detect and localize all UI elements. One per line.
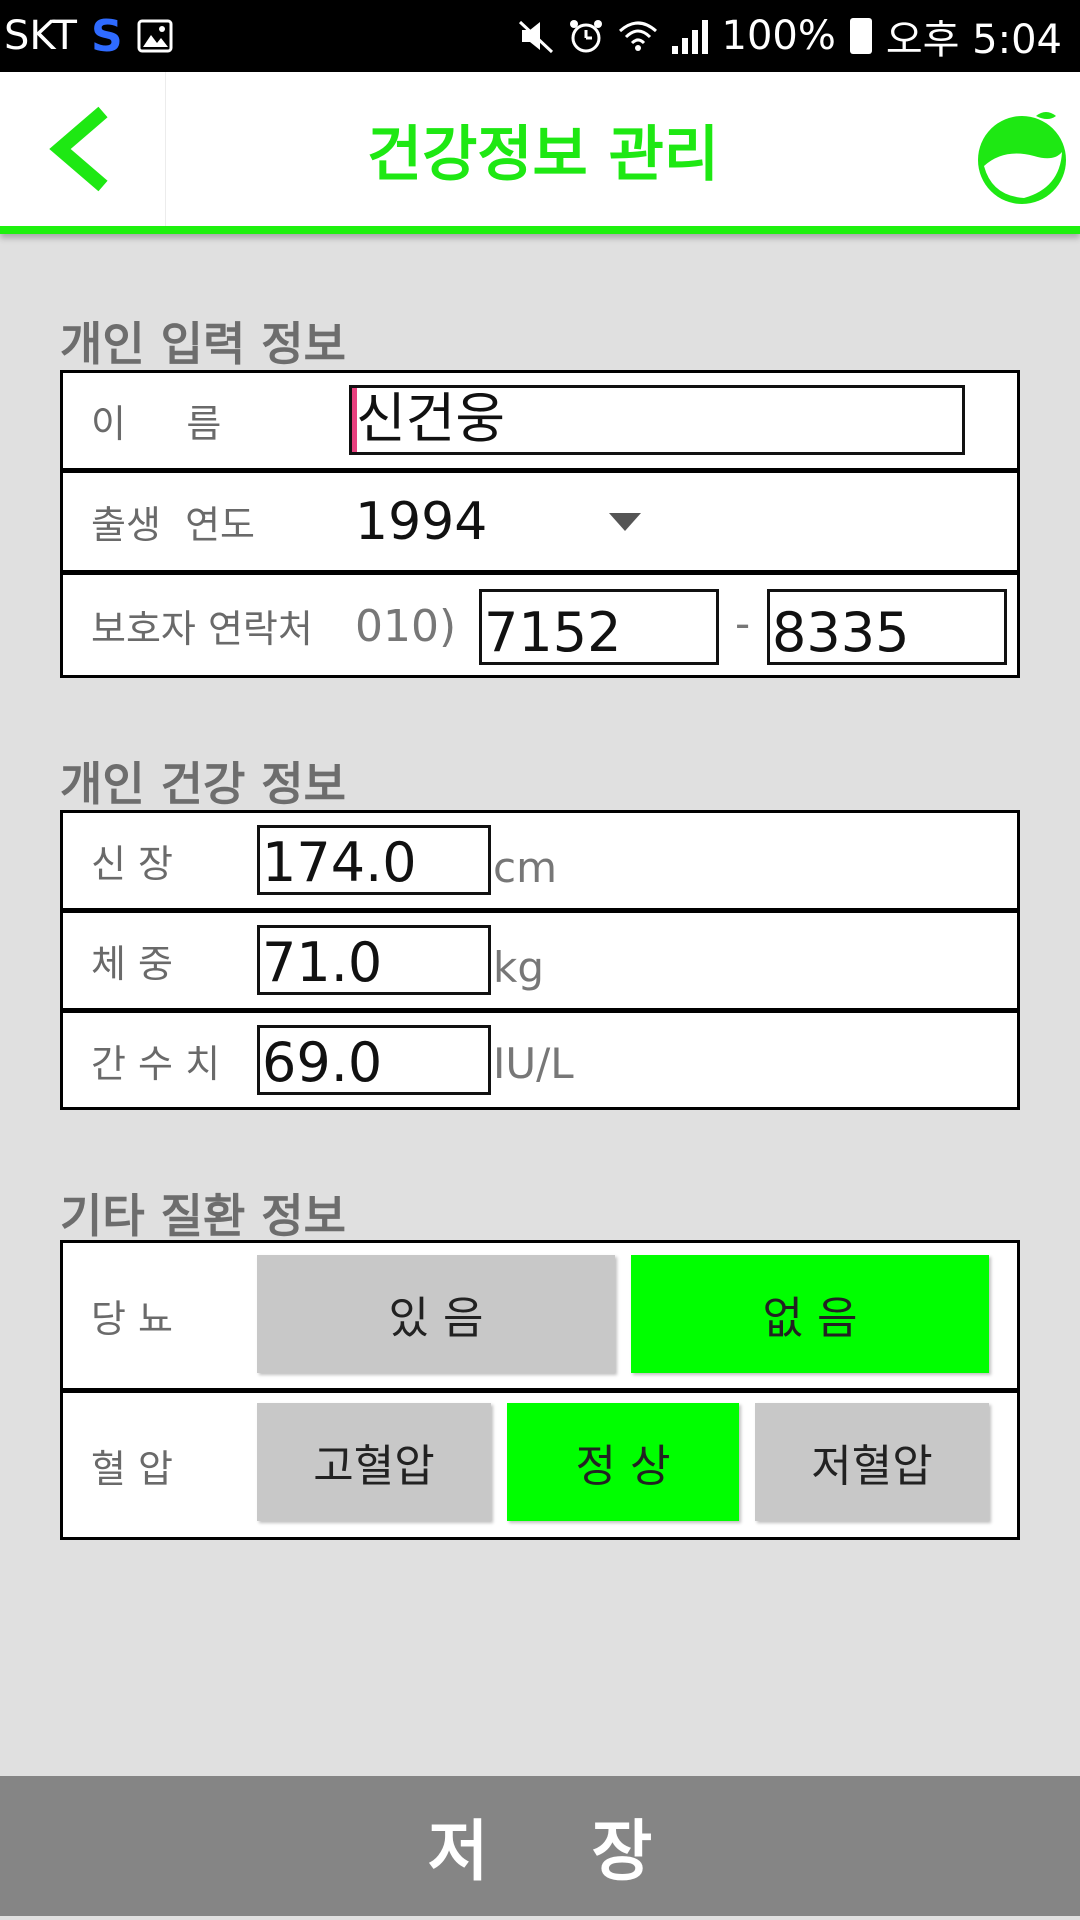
name-label: 이 름 [91, 402, 222, 446]
guardian-label: 보호자 연락처 [91, 606, 313, 651]
blood-pressure-row: 혈 압 고혈압 정 상 저혈압 [63, 1393, 1017, 1537]
diabetes-no-button[interactable]: 없 음 [631, 1255, 989, 1373]
mute-icon [518, 20, 553, 54]
height-label: 신 장 [91, 842, 173, 886]
diabetes-row: 당 뇨 있 음 없 음 [63, 1243, 1017, 1393]
carrier-s-icon: S [90, 10, 123, 62]
text-cursor [352, 388, 357, 452]
height-input[interactable]: 174.0 [257, 825, 491, 895]
status-bar: SKT S 100% 오후 5:04 [0, 0, 1080, 72]
battery-percent: 100% [721, 13, 836, 59]
weight-unit: kg [493, 943, 544, 992]
birth-year-select[interactable]: 1994 [355, 473, 675, 570]
app-header: 건강정보 관리 [0, 72, 1080, 234]
bp-low-button[interactable]: 저혈압 [755, 1403, 989, 1521]
bp-normal-button[interactable]: 정 상 [507, 1403, 739, 1521]
phone-middle-value: 7152 [484, 601, 622, 664]
wifi-icon [618, 21, 657, 51]
status-left: SKT S [4, 11, 173, 62]
personal-info-box: 이 름 신건웅 출생 연도 1994 보호자 연락처 010) 7152 - 8… [60, 370, 1020, 678]
liver-row: 간 수 치 69.0 IU/L [63, 1013, 1017, 1107]
save-button[interactable]: 저 장 [0, 1776, 1080, 1916]
gallery-icon [137, 19, 173, 53]
diabetes-yes-button[interactable]: 있 음 [257, 1255, 615, 1373]
app-logo-icon [978, 112, 1066, 204]
dropdown-arrow-icon [609, 512, 641, 531]
signal-icon [671, 18, 708, 54]
liver-input[interactable]: 69.0 [257, 1025, 491, 1095]
weight-value: 71.0 [262, 931, 383, 994]
liver-label: 간 수 치 [91, 1042, 221, 1086]
section-title-disease: 기타 질환 정보 [60, 1189, 346, 1243]
battery-icon [849, 18, 872, 54]
weight-row: 체 중 71.0 kg [63, 913, 1017, 1013]
phone-middle-input[interactable]: 7152 [479, 589, 719, 665]
guardian-row: 보호자 연락처 010) 7152 - 8335 [63, 575, 1017, 675]
disease-info-box: 당 뇨 있 음 없 음 혈 압 고혈압 정 상 저혈압 [60, 1240, 1020, 1540]
back-button[interactable] [0, 72, 166, 226]
birth-year-label: 출생 연도 [91, 503, 255, 547]
bp-high-button[interactable]: 고혈압 [257, 1403, 491, 1521]
height-unit: cm [493, 843, 558, 892]
name-input[interactable]: 신건웅 [349, 385, 965, 455]
section-title-health: 개인 건강 정보 [60, 757, 346, 811]
chevron-left-icon [48, 106, 108, 192]
liver-unit: IU/L [493, 1039, 574, 1088]
health-info-box: 신 장 174.0 cm 체 중 71.0 kg 간 수 치 69.0 IU/L [60, 810, 1020, 1110]
weight-input[interactable]: 71.0 [257, 925, 491, 995]
birth-year-value: 1994 [355, 491, 488, 552]
phone-separator: - [735, 599, 751, 648]
phone-prefix: 010) [355, 601, 457, 652]
liver-value: 69.0 [262, 1031, 383, 1094]
phone-last-input[interactable]: 8335 [767, 589, 1007, 665]
alarm-icon [569, 20, 602, 53]
page-title: 건강정보 관리 [366, 119, 720, 190]
blood-pressure-label: 혈 압 [91, 1446, 173, 1491]
section-title-personal: 개인 입력 정보 [60, 317, 346, 371]
height-value: 174.0 [262, 831, 417, 894]
diabetes-label: 당 뇨 [91, 1297, 173, 1341]
carrier-label: SKT [4, 13, 77, 59]
birth-year-row: 출생 연도 1994 [63, 473, 1017, 575]
status-time: 오후 5:04 [885, 17, 1062, 63]
status-right: 100% 오후 5:04 [518, 7, 1062, 65]
height-row: 신 장 174.0 cm [63, 813, 1017, 913]
name-value: 신건웅 [356, 387, 506, 450]
weight-label: 체 중 [91, 942, 173, 986]
phone-last-value: 8335 [772, 601, 910, 664]
name-row: 이 름 신건웅 [63, 373, 1017, 473]
